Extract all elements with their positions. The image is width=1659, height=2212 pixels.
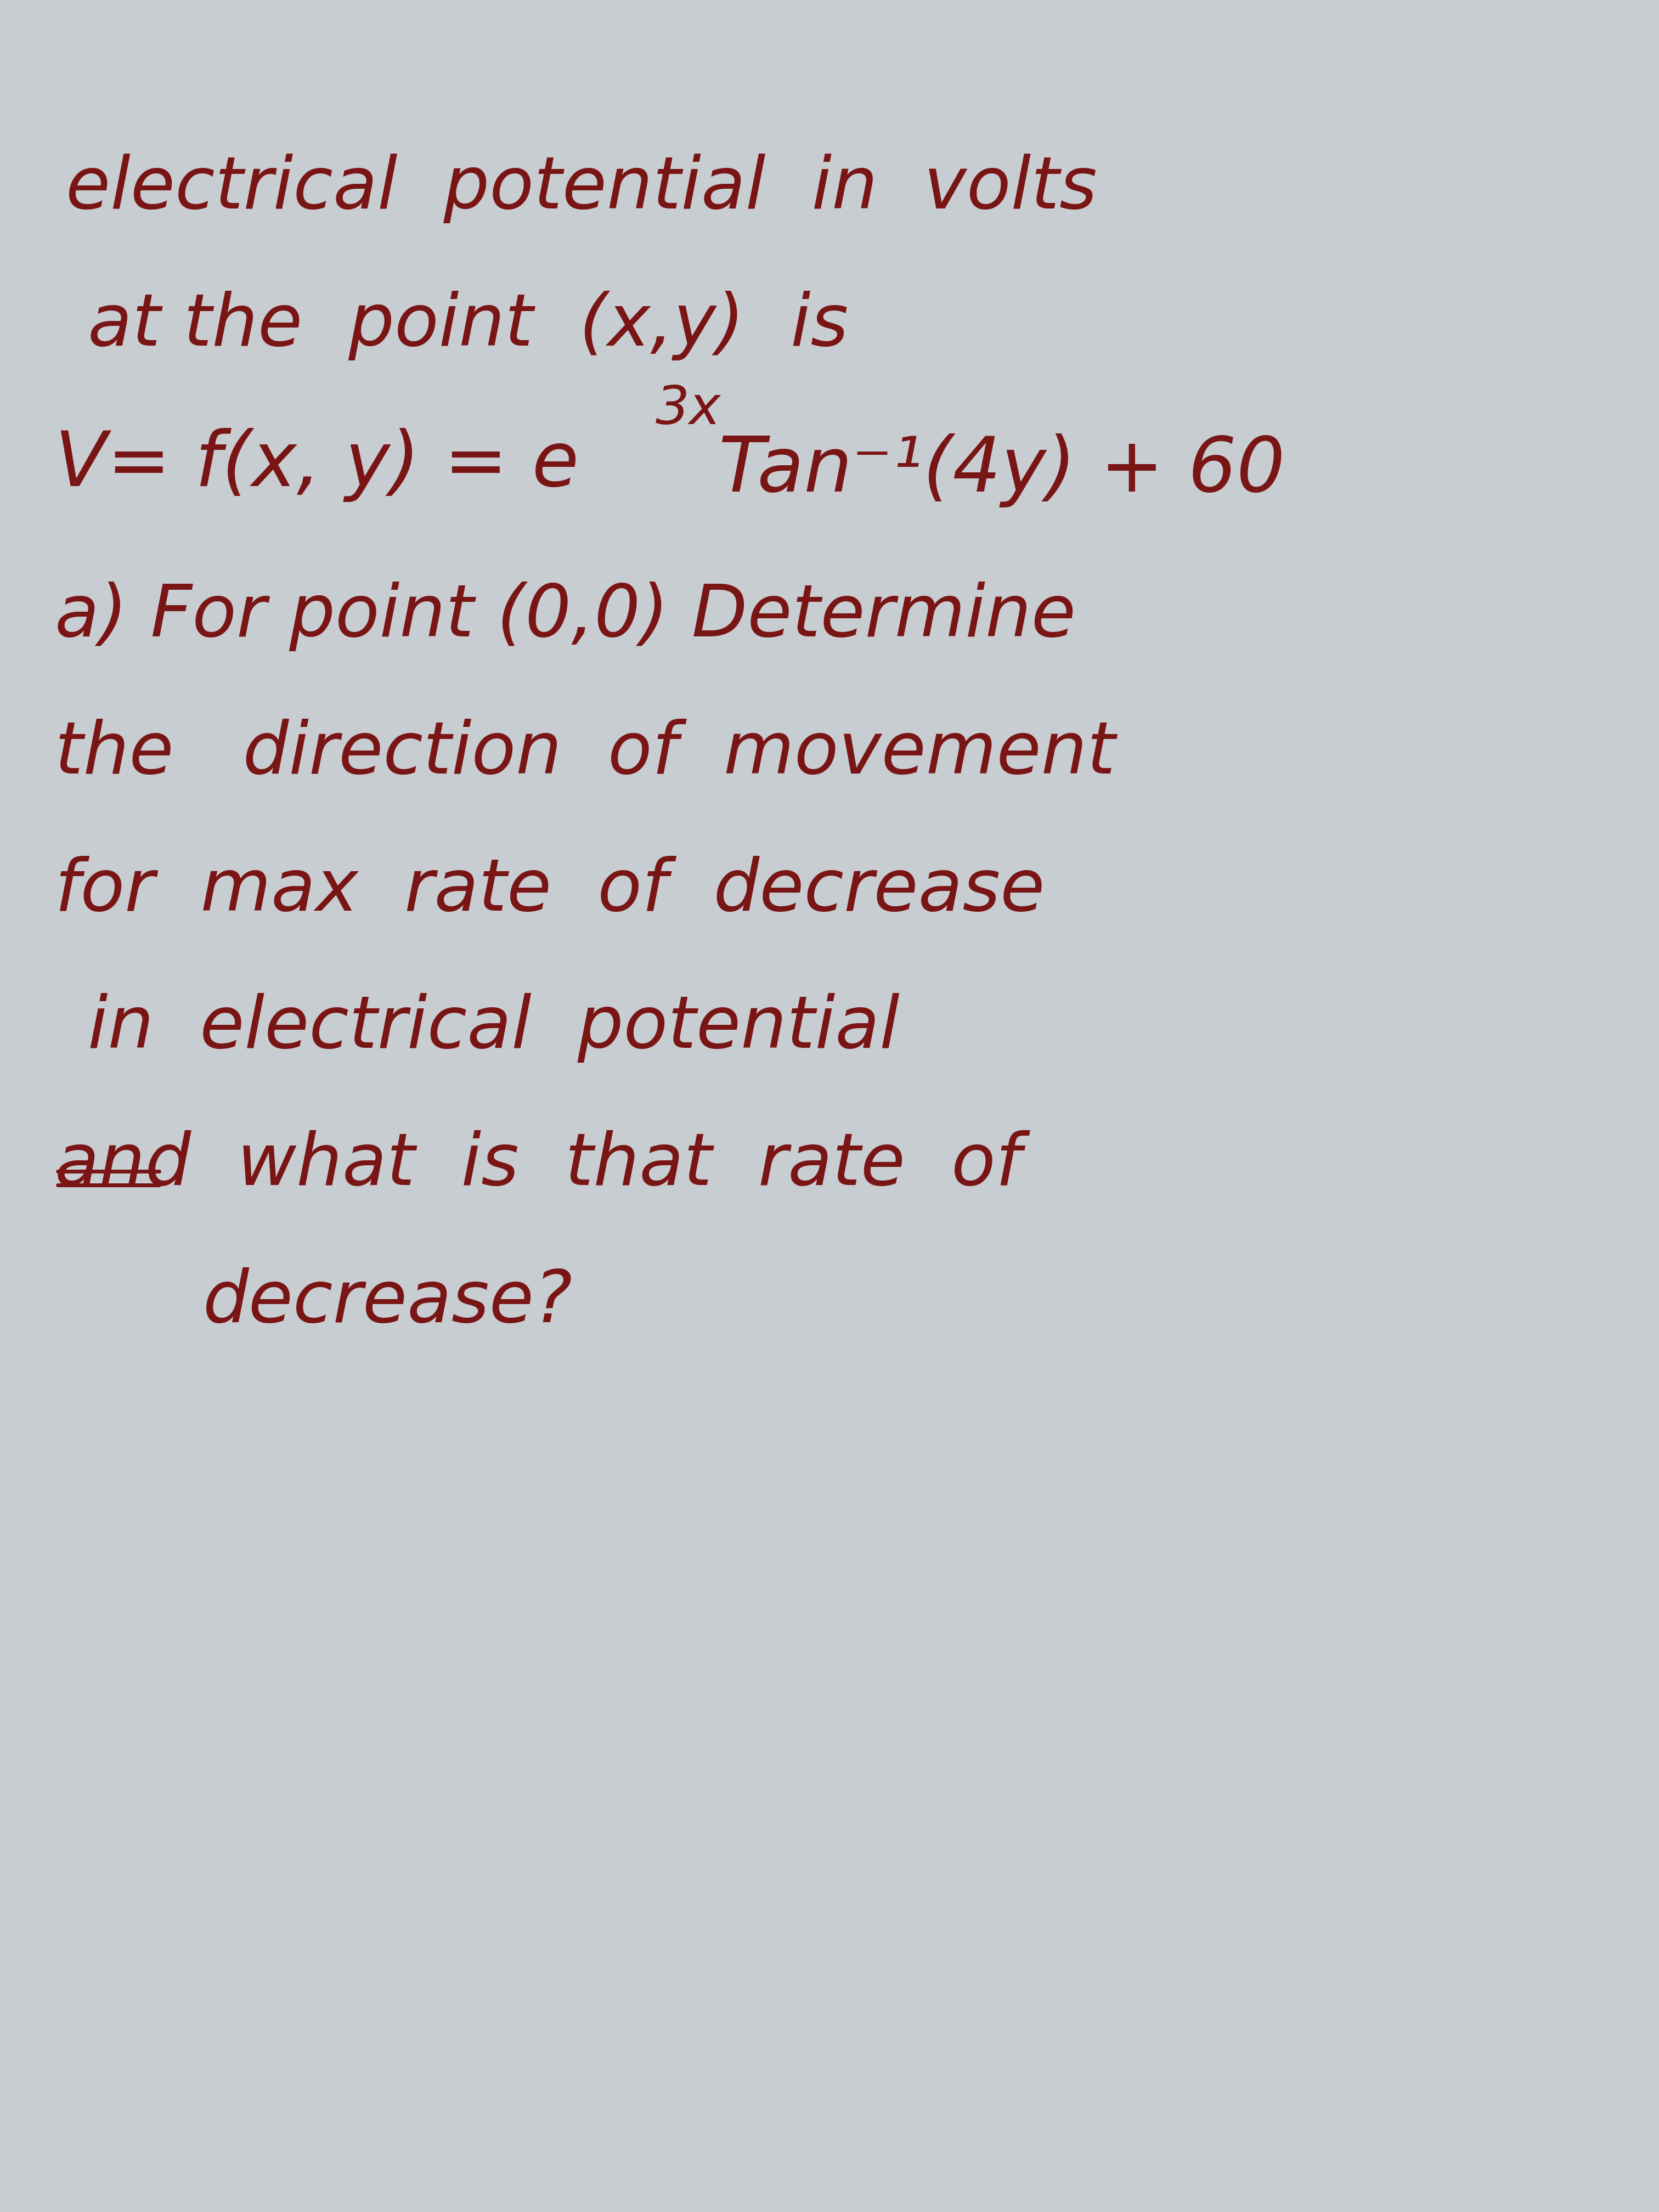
Text: and  what  is  that  rate  of: and what is that rate of bbox=[55, 1130, 1020, 1199]
Text: in  electrical  potential: in electrical potential bbox=[88, 993, 899, 1062]
Text: V= f(x, y) = e: V= f(x, y) = e bbox=[55, 427, 579, 502]
Text: 3x: 3x bbox=[655, 385, 722, 436]
Text: for  max  rate  of  decrease: for max rate of decrease bbox=[55, 856, 1045, 925]
Text: decrease?: decrease? bbox=[202, 1267, 572, 1336]
Text: Tan⁻¹(4y) + 60: Tan⁻¹(4y) + 60 bbox=[718, 434, 1286, 507]
Text: the   direction  of  movement: the direction of movement bbox=[55, 719, 1115, 787]
Text: at the  point  (x,y)  is: at the point (x,y) is bbox=[88, 290, 848, 361]
Text: a) For point (0,0) Determine: a) For point (0,0) Determine bbox=[55, 582, 1075, 650]
Text: electrical  potential  in  volts: electrical potential in volts bbox=[66, 153, 1097, 223]
